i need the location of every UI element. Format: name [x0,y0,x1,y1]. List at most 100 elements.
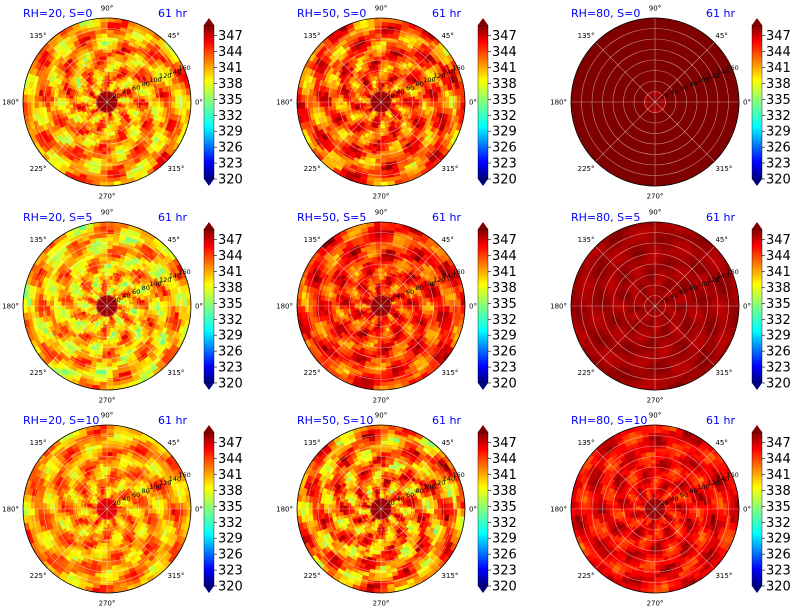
field-cell [380,32,388,38]
field-cell [137,101,142,106]
field-cell [331,97,336,103]
field-cell [654,29,662,34]
polar-panel: 2040608010012014016090°45°0°315°270°225°… [276,5,517,201]
polar-panel: 2040608010012014016090°45°0°315°270°225°… [2,5,243,201]
field-cell [380,25,388,31]
field-cell [300,94,306,103]
angle-tick-label: 0° [469,99,477,107]
field-cell [106,63,111,69]
panel-time-label: 61 hr [158,7,187,20]
field-cell [380,21,389,27]
field-cell [106,44,113,50]
field-cell [654,151,660,156]
field-cell [327,101,332,107]
field-cell [380,166,388,172]
field-cell [106,170,114,175]
field-cell [648,173,656,179]
field-cell [649,158,656,164]
field-cell [380,151,386,156]
field-cell [597,101,603,108]
field-cell [601,97,606,103]
field-cell [376,143,382,149]
field-cell [100,173,108,179]
polar-panel: 2040608010012014016090°45°0°315°270°225°… [2,209,243,405]
field-cell [163,101,169,108]
field-cell [422,101,428,107]
field-cell [726,101,732,109]
angle-tick-label: 180° [550,99,567,107]
field-cell [102,55,108,61]
field-cell [582,95,587,103]
angle-tick-label: 135° [578,32,595,40]
field-cell [106,40,113,46]
angle-tick-label: 90° [649,5,661,13]
colorbar-extend-min [204,179,214,186]
colorbar-tick-label: 335 [218,93,243,108]
field-cell [380,52,386,57]
field-cell [49,101,55,108]
colorbar-tick-label: 329 [492,125,517,140]
field-cell [106,21,115,27]
panel-grid: 2040608010012014016090°45°0°315°270°225°… [2,5,791,608]
field-cell [608,97,614,103]
field-cell [377,135,382,141]
field-cell [654,40,661,46]
radial-tick-label: 60 [406,84,414,92]
field-cell [585,101,591,109]
field-cell [163,96,169,103]
field-cell [304,101,310,109]
field-cell [730,101,736,110]
field-cell [654,67,659,72]
field-cell [72,98,77,103]
field-cell [103,139,108,145]
field-cell [608,101,614,107]
field-cell [100,29,108,34]
angle-tick-label: 135° [30,32,47,40]
field-cell [376,147,382,152]
colorbar-tick-label: 320 [218,173,243,188]
field-cell [654,154,661,160]
field-cell [156,101,161,107]
field-cell [353,99,359,103]
field-cell [649,154,656,160]
field-cell [308,101,313,109]
field-cell [380,143,386,149]
colorbar-tick-label: 338 [492,77,517,92]
angle-tick-label: 315° [167,165,184,173]
field-cell [323,101,329,108]
field-cell [103,135,108,141]
field-cell [100,170,108,175]
field-cell [106,158,113,164]
panel-time-label: 61 hr [706,7,735,20]
field-cell [380,29,388,34]
field-cell [648,25,656,31]
field-cell [723,101,728,109]
field-cell [650,147,656,152]
field-cell [323,96,329,103]
angle-tick-label: 0° [743,99,751,107]
field-cell [106,74,110,80]
angle-tick-label: 90° [101,5,113,13]
field-cell [652,124,656,130]
field-cell [334,101,340,107]
field-cell [106,173,114,179]
field-cell [45,96,51,103]
field-cell [376,48,382,53]
field-cell [654,71,658,76]
field-cell [106,32,114,38]
colorbar-tick-label: 335 [492,93,517,108]
field-cell [178,101,184,109]
field-cell [651,135,656,141]
colorbar-tick-label: 344 [218,45,243,60]
field-cell [452,95,458,103]
colorbar-tick-label: 320 [766,173,791,188]
field-cell [76,99,81,103]
field-cell [730,94,736,103]
field-cell [700,97,705,103]
field-cell [375,158,382,164]
angle-tick-label: 135° [304,32,321,40]
colorbar-tick-label: 341 [766,61,791,76]
field-cell [342,98,348,103]
field-cell [380,48,386,53]
